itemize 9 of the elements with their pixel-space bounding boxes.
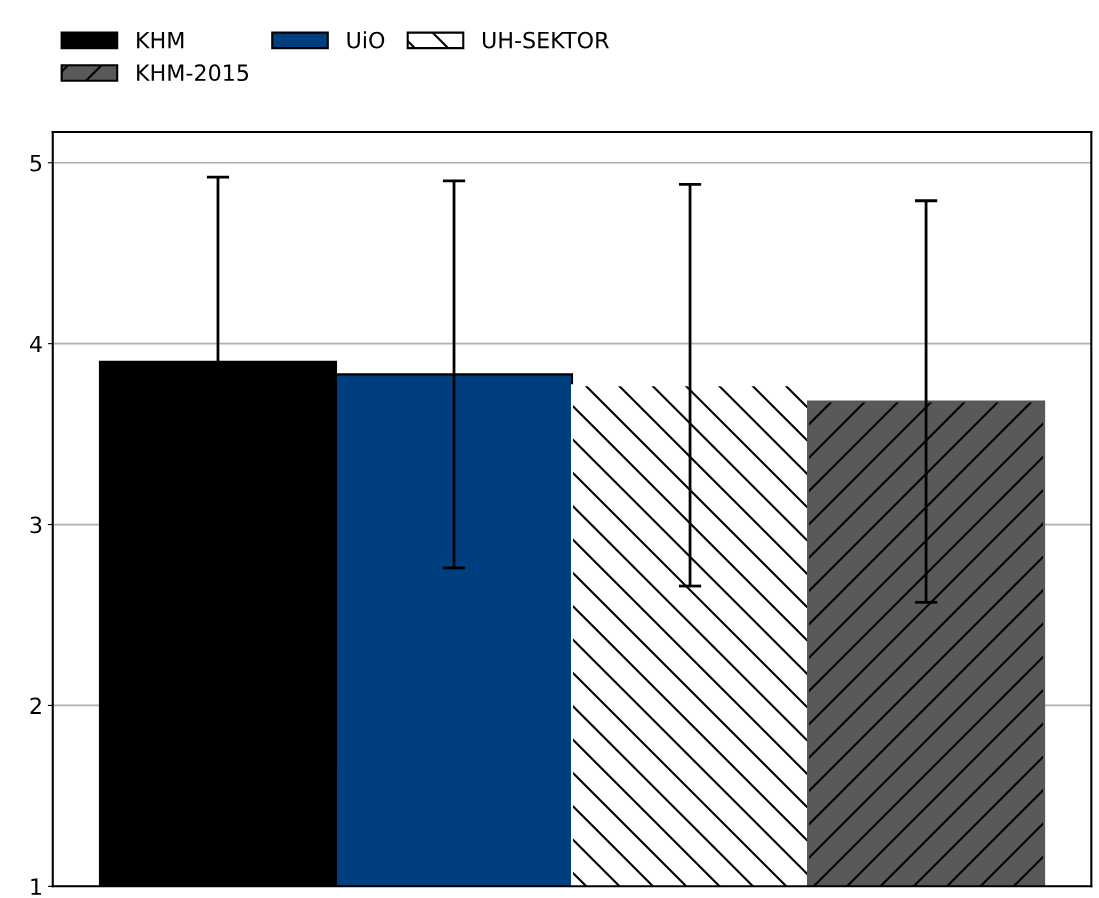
legend-label: UiO — [347, 31, 385, 49]
y-tick-label: 1 — [31, 878, 41, 895]
y-tick-label: 5 — [30, 155, 42, 172]
y-tick-label: 4 — [29, 335, 42, 353]
legend-label: KHM-2015 — [137, 64, 249, 82]
legend-label: KHM — [137, 31, 184, 49]
legend-label: UH-SEKTOR — [482, 31, 609, 49]
y-tick-label: 2 — [30, 697, 41, 714]
y-tick-label: 3 — [30, 516, 42, 534]
